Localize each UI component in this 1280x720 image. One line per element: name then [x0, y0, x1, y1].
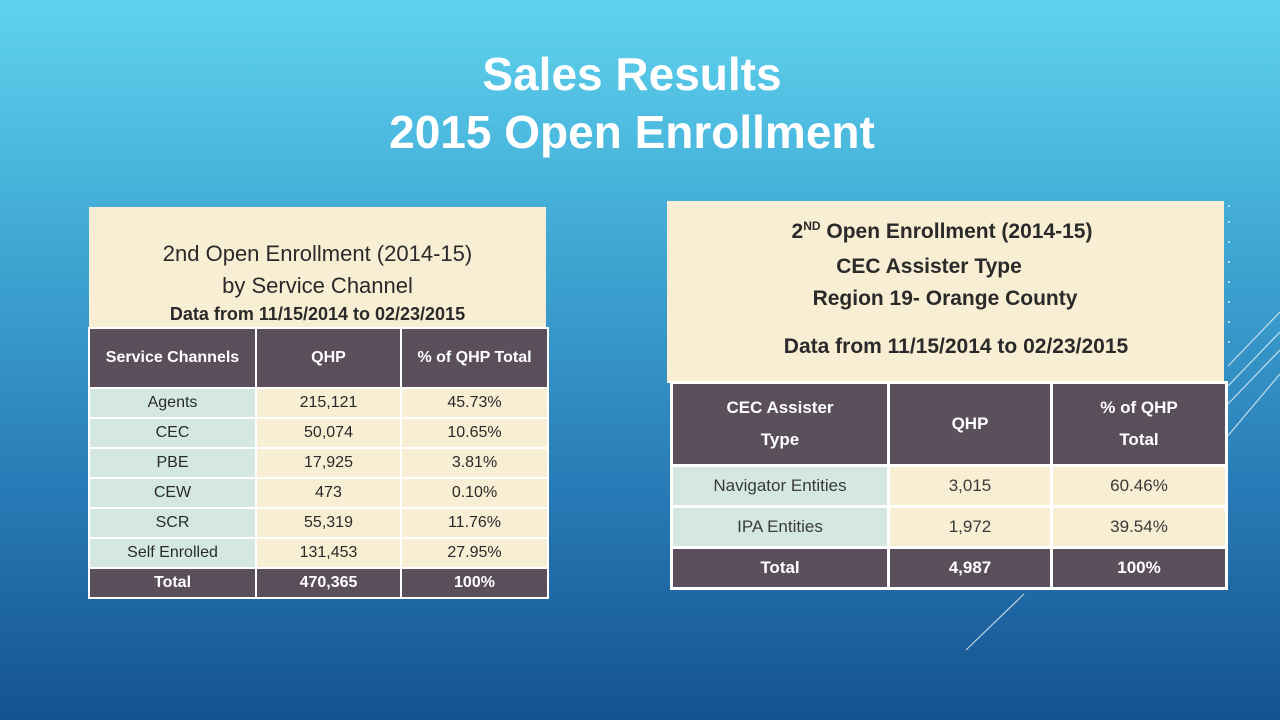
assister-heading-number: 2	[791, 220, 804, 243]
qhp-cell: 131,453	[255, 537, 402, 569]
channel-cell: CEC	[88, 417, 257, 449]
percent-cell: 60.46%	[1050, 464, 1228, 508]
total-row: Total 470,365 100%	[88, 567, 549, 599]
channel-cell: PBE	[88, 447, 257, 479]
column-header: CEC Assister Type	[670, 381, 890, 467]
percent-cell: 27.95%	[400, 537, 549, 569]
percent-cell: 0.10%	[400, 477, 549, 509]
table-row: Navigator Entities 3,015 60.46%	[670, 464, 1228, 508]
assister-heading-ordinal: ND	[803, 219, 821, 233]
assister-heading-text: Open Enrollment (2014-15)	[820, 220, 1093, 243]
total-qhp: 4,987	[887, 546, 1053, 590]
percent-cell: 3.81%	[400, 447, 549, 479]
table-row: PBE 17,925 3.81%	[88, 447, 549, 479]
qhp-cell: 1,972	[887, 505, 1053, 549]
table-row: Self Enrolled 131,453 27.95%	[88, 537, 549, 569]
channel-cell: CEW	[88, 477, 257, 509]
total-qhp: 470,365	[255, 567, 402, 599]
assister-date-range: Data from 11/15/2014 to 02/23/2015	[783, 335, 1129, 358]
service-channel-date-range: Data from 11/15/2014 to 02/23/2015	[169, 304, 466, 324]
channel-cell: Self Enrolled	[88, 537, 257, 569]
column-header-line: Total	[1119, 430, 1159, 449]
assister-type-table: CEC Assister Type QHP % of QHP Total Nav…	[670, 381, 1228, 590]
slide-title: Sales Results	[482, 48, 782, 100]
assister-type-cell: Navigator Entities	[670, 464, 890, 508]
qhp-cell: 3,015	[887, 464, 1053, 508]
qhp-cell: 473	[255, 477, 402, 509]
table-row: IPA Entities 1,972 39.54%	[670, 505, 1228, 549]
column-header: QHP	[255, 327, 402, 389]
service-channel-table: Service Channels QHP % of QHP Total Agen…	[88, 327, 549, 599]
channel-cell: Agents	[88, 387, 257, 419]
table-row: CEC 50,074 10.65%	[88, 417, 549, 449]
service-channel-table-header: 2nd Open Enrollment (2014-15) by Service…	[89, 207, 546, 327]
table-row: SCR 55,319 11.76%	[88, 507, 549, 539]
column-header: % of QHP Total	[400, 327, 549, 389]
total-percent: 100%	[1050, 546, 1228, 590]
qhp-cell: 55,319	[255, 507, 402, 539]
table-header-row: CEC Assister Type QHP % of QHP Total	[670, 381, 1228, 467]
service-channel-heading: 2nd Open Enrollment (2014-15)	[162, 241, 473, 266]
total-percent: 100%	[400, 567, 549, 599]
channel-cell: SCR	[88, 507, 257, 539]
percent-cell: 10.65%	[400, 417, 549, 449]
table-header-row: Service Channels QHP % of QHP Total	[88, 327, 549, 389]
assister-type-table-header: 2ND Open Enrollment (2014-15) CEC Assist…	[667, 201, 1224, 383]
qhp-cell: 50,074	[255, 417, 402, 449]
table-row: Agents 215,121 45.73%	[88, 387, 549, 419]
percent-cell: 45.73%	[400, 387, 549, 419]
qhp-cell: 215,121	[255, 387, 402, 419]
total-label: Total	[88, 567, 257, 599]
column-header-line: CEC Assister	[726, 398, 834, 417]
total-row: Total 4,987 100%	[670, 546, 1228, 590]
total-label: Total	[670, 546, 890, 590]
column-header-line: Type	[760, 430, 800, 449]
column-header: % of QHP Total	[1050, 381, 1228, 467]
assister-heading: 2ND Open Enrollment (2014-15)	[667, 219, 1217, 244]
percent-cell: 11.76%	[400, 507, 549, 539]
percent-cell: 39.54%	[1050, 505, 1228, 549]
column-header-line: % of QHP	[1100, 398, 1178, 417]
table-row: CEW 473 0.10%	[88, 477, 549, 509]
column-header: QHP	[887, 381, 1053, 467]
assister-type-cell: IPA Entities	[670, 505, 890, 549]
column-header: Service Channels	[88, 327, 257, 389]
slide-subtitle: 2015 Open Enrollment	[389, 106, 875, 158]
service-channel-subheading: by Service Channel	[222, 273, 413, 298]
qhp-cell: 17,925	[255, 447, 402, 479]
assister-region: Region 19- Orange County	[812, 287, 1078, 310]
assister-subheading: CEC Assister Type	[836, 255, 1022, 278]
